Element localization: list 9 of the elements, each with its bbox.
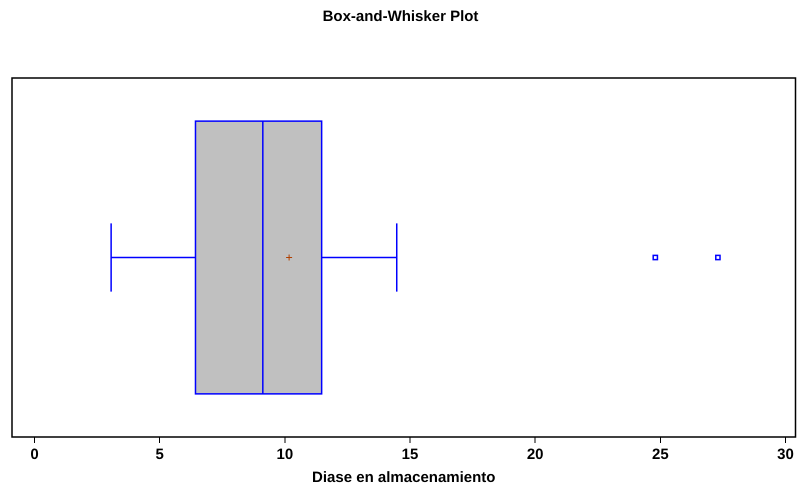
x-axis-title: Diase en almacenamiento [312, 469, 496, 486]
x-tick-label: 10 [276, 446, 294, 464]
x-tick-label: 30 [777, 446, 794, 464]
x-tick-label: 20 [526, 446, 544, 464]
x-tick-label: 15 [402, 446, 418, 464]
x-tick-label: 0 [30, 446, 39, 464]
x-tick-label: 25 [652, 446, 669, 464]
chart-title: Box-and-Whisker Plot [322, 8, 478, 26]
x-tick-label: 5 [156, 446, 164, 464]
